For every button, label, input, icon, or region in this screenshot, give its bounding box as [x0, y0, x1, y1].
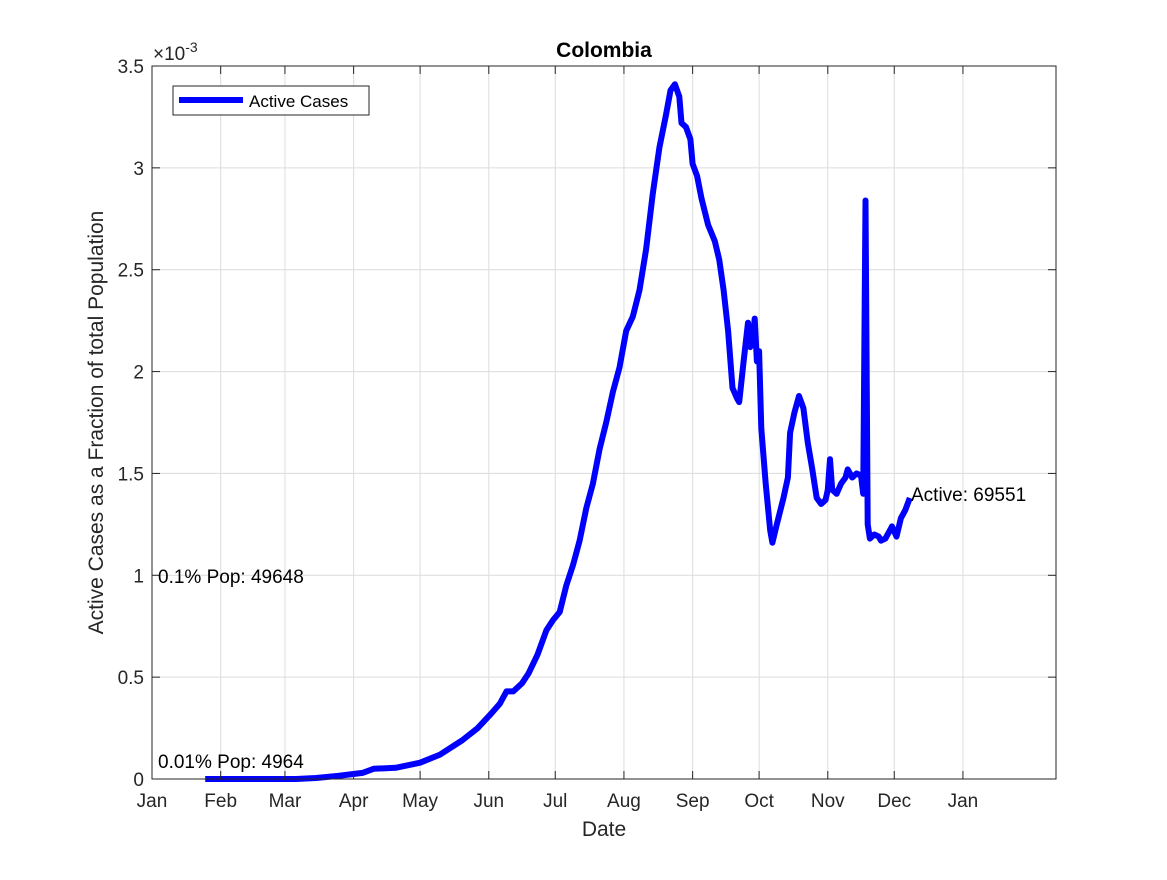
- x-axis-title: Date: [582, 818, 626, 841]
- y-tick-label: 3.5: [118, 57, 144, 78]
- plot-area-border: [151, 65, 1057, 780]
- y-tick-label: 0.5: [118, 668, 144, 689]
- series-layer: [205, 81, 913, 782]
- y-tick-label: 1: [133, 566, 144, 587]
- chart-title: Colombia: [556, 39, 652, 62]
- x-tick-label: Aug: [607, 791, 641, 812]
- tick-layer: [151, 65, 1056, 780]
- legend: Active Cases: [172, 85, 370, 116]
- x-tick-label: Mar: [269, 791, 302, 812]
- y-axis-exponent: ×10-3: [153, 39, 198, 65]
- x-tick-label: Jun: [473, 791, 504, 812]
- x-tick-label: Apr: [339, 791, 369, 812]
- legend-label-active-cases: Active Cases: [249, 92, 348, 111]
- y-tick-label: 3: [133, 159, 144, 180]
- x-tick-label: Dec: [877, 791, 911, 812]
- annotation-001-percent-pop: 0.01% Pop: 4964: [158, 752, 304, 773]
- y-axis-tick-labels: 0 0.5 1 1.5 2 2.5 3 3.5: [118, 57, 144, 791]
- y-axis-exponent-base: ×10: [153, 44, 185, 65]
- x-tick-label: Feb: [204, 791, 237, 812]
- annotation-active-count: Active: 69551: [911, 485, 1026, 506]
- y-tick-label: 2: [133, 363, 144, 384]
- x-tick-label: Jan: [948, 791, 979, 812]
- y-tick-label: 1.5: [118, 464, 144, 485]
- y-axis-title: Active Cases as a Fraction of total Popu…: [85, 211, 108, 635]
- series-line-active-cases: [205, 81, 913, 782]
- y-tick-label: 0: [133, 770, 144, 791]
- y-tick-label: 2.5: [118, 261, 144, 282]
- x-tick-label: Jan: [137, 791, 168, 812]
- x-tick-label: Nov: [811, 791, 845, 812]
- x-axis-tick-labels: Jan Feb Mar Apr May Jun Jul Aug Sep Oct Nov Dec Jan: [137, 791, 979, 812]
- annotation-01-percent-pop: 0.1% Pop: 49648: [158, 567, 304, 588]
- x-tick-label: Oct: [744, 791, 774, 812]
- x-tick-label: Jul: [543, 791, 567, 812]
- x-tick-label: May: [402, 791, 438, 812]
- x-tick-label: Sep: [676, 791, 710, 812]
- y-axis-exponent-power: -3: [185, 39, 198, 55]
